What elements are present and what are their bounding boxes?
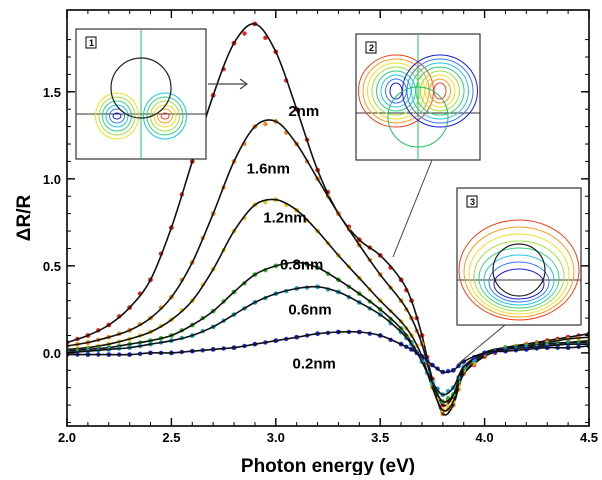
fit-line — [67, 330, 589, 374]
y-tick-label: 0.5 — [43, 259, 61, 274]
x-tick-label: 2.5 — [162, 430, 180, 445]
contour-ring — [109, 108, 125, 124]
inset-tag-box — [466, 195, 478, 208]
contour-ring — [420, 70, 460, 112]
x-tick-label: 3.0 — [267, 430, 285, 445]
x-tick-label: 4.0 — [476, 430, 494, 445]
series-label: 0.8nm — [280, 256, 323, 273]
contour-ring — [424, 74, 456, 108]
inset-tag-box — [85, 36, 97, 49]
contour-ring — [493, 268, 545, 300]
contour-ring — [463, 226, 575, 318]
contour-ring — [146, 96, 184, 136]
axis-layer: 2.0 2.5 3.0 3.5 4.0 4.5 0.0 0.5 1.0 1.5 Photon ene… — [14, 9, 598, 477]
data-point — [242, 31, 247, 36]
y-tick-label: 0.0 — [43, 346, 61, 361]
contour-ring — [468, 233, 570, 315]
inset-3: 3 — [456, 187, 582, 326]
inset-contours — [76, 29, 206, 159]
contour-ring — [411, 62, 469, 120]
inset-layer: 1 2 3 — [75, 28, 582, 365]
contour-ring — [488, 261, 550, 303]
contour-ring — [112, 112, 122, 120]
contour-ring — [98, 96, 136, 136]
particle-outline — [492, 243, 546, 297]
inset-tag: 2 — [369, 43, 374, 53]
inset-tag-box — [365, 41, 377, 54]
plot-frame — [66, 9, 590, 427]
contour-ring — [105, 104, 129, 128]
inset-3-pointer — [457, 324, 506, 365]
contour-ring — [478, 247, 560, 309]
data-point — [263, 35, 268, 40]
x-axis-title: Photon energy (eV) — [241, 456, 415, 475]
contour-ring — [433, 82, 447, 100]
series-label: 1.2nm — [263, 209, 306, 226]
x-tick-label: 2.0 — [58, 430, 76, 445]
inset-contours — [457, 219, 581, 321]
fit-line — [67, 23, 589, 407]
x-tick-label: 4.5 — [580, 430, 598, 445]
inset-tag: 3 — [470, 197, 475, 207]
series-label: 0.6nm — [288, 302, 331, 319]
series-label: 0.2nm — [293, 356, 336, 373]
contour-ring — [143, 92, 187, 140]
inset-2: 2 — [355, 33, 481, 161]
contour-ring — [483, 254, 555, 306]
inset-tag: 1 — [89, 38, 94, 48]
inset-1-arrowhead — [239, 78, 249, 90]
contour-ring — [429, 78, 451, 104]
contour-ring — [153, 104, 177, 128]
x-tick-label: 3.5 — [371, 430, 389, 445]
y-axis-title: ΔR/R — [14, 195, 35, 242]
contour-ring — [95, 92, 139, 140]
contour-ring — [387, 86, 449, 148]
inset-contours — [356, 34, 480, 160]
data-point — [263, 121, 268, 127]
series-label: 1.6nm — [247, 161, 290, 178]
contour-ring — [157, 108, 173, 124]
inset-1: 1 — [75, 28, 207, 160]
series-layer: 2nm 1.6nm 1.2nm 0.8nm 0.6nm 0.2nm — [67, 21, 589, 417]
series-label: 2nm — [288, 103, 319, 120]
fit-line — [67, 285, 589, 396]
series-0-2nm: 0.2nm — [67, 329, 589, 375]
contour-ring — [415, 66, 465, 116]
contour-ring — [458, 219, 580, 321]
contour-ring — [473, 240, 565, 312]
inset-2-pointer — [392, 159, 433, 258]
series-0-6nm: 0.6nm — [67, 284, 589, 398]
y-tick-label: 1.5 — [43, 85, 61, 100]
contour-ring — [406, 58, 474, 124]
contour-ring — [160, 112, 170, 120]
y-tick-label: 1.0 — [43, 172, 61, 187]
particle-outline — [110, 57, 172, 119]
